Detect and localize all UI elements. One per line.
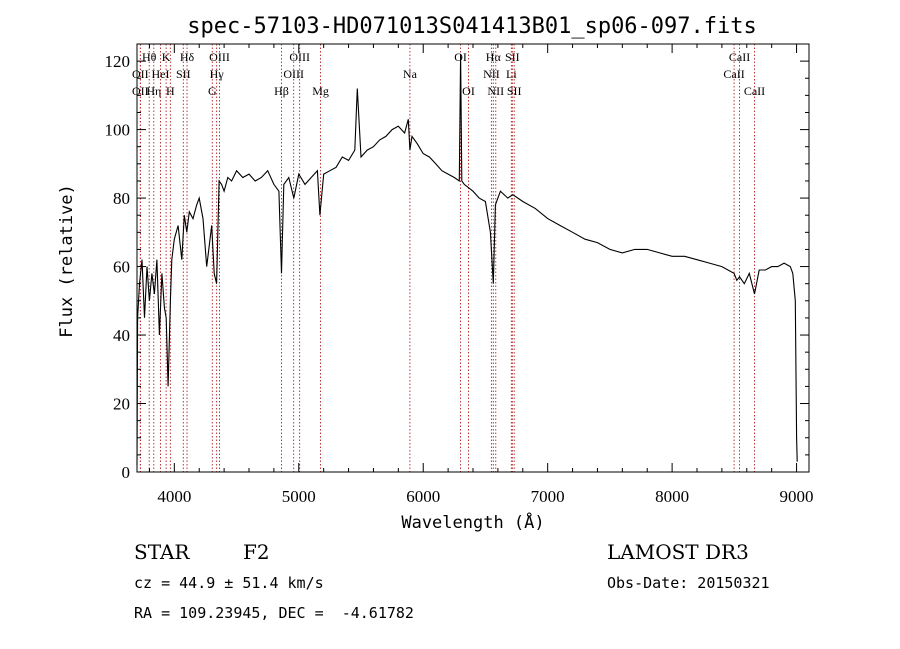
line-label-19: NII xyxy=(483,67,500,81)
line-label-23: SII xyxy=(505,50,520,64)
line-label-22: Li xyxy=(506,67,517,81)
y-tick-label-4: 80 xyxy=(113,189,130,208)
y-tick-label-3: 60 xyxy=(113,258,130,277)
line-label-4: HeI xyxy=(152,67,170,81)
chart-title: spec-57103-HD071013S041413B01_sp06-097.f… xyxy=(187,14,757,39)
line-label-16: Na xyxy=(403,67,418,81)
spectral-line-markers: OIIOIIHθHηHeIKHSIIHδGHγOIIIHβOIIIOIIIMgN… xyxy=(132,44,765,472)
line-label-9: G xyxy=(208,84,217,98)
line-label-2: Hθ xyxy=(142,50,157,64)
observation-date: Obs-Date: 20150321 xyxy=(607,574,770,592)
spectrum-line xyxy=(136,54,798,466)
y-tick-label-2: 40 xyxy=(113,326,130,345)
line-label-6: H xyxy=(166,84,175,98)
plot-frame xyxy=(136,43,810,473)
survey-name: LAMOST DR3 xyxy=(607,540,749,564)
line-label-14: OIII xyxy=(289,50,310,64)
x-tick-label-4: 8000 xyxy=(655,487,689,506)
x-tick-label-5: 9000 xyxy=(780,487,814,506)
y-axis-label: Flux (relative) xyxy=(57,184,77,338)
line-label-26: CaII xyxy=(729,50,750,64)
line-label-21: NII xyxy=(487,84,504,98)
y-tick-label-6: 120 xyxy=(105,52,131,71)
y-tick-label-1: 20 xyxy=(113,395,130,414)
line-label-13: OIII xyxy=(283,67,304,81)
object-subclass: F2 xyxy=(243,540,270,564)
spectrum-series xyxy=(136,54,798,466)
redshift-cz: cz = 44.9 ± 51.4 km/s xyxy=(134,574,324,592)
x-tick-label-0: 4000 xyxy=(157,487,191,506)
axis-ticks: 4000 5000 6000 7000 8000 9000 0 20 40 60 80 100 120 xyxy=(105,44,814,506)
line-label-25: CaII xyxy=(723,67,744,81)
line-label-5: K xyxy=(162,50,171,64)
line-label-24: SII xyxy=(507,84,522,98)
line-label-20: Hα xyxy=(486,50,502,64)
x-axis-label: Wavelength (Å) xyxy=(401,511,544,533)
line-label-15: Mg xyxy=(312,84,329,98)
line-label-3: Hη xyxy=(146,84,161,98)
line-label-8: Hδ xyxy=(180,50,195,64)
line-label-10: Hγ xyxy=(210,67,225,81)
x-tick-label-3: 7000 xyxy=(531,487,565,506)
line-label-12: Hβ xyxy=(274,84,289,98)
line-label-0: OII xyxy=(132,67,149,81)
line-label-11: OIII xyxy=(209,50,230,64)
line-label-1: OII xyxy=(132,84,149,98)
x-tick-label-2: 6000 xyxy=(406,487,440,506)
line-label-18: OI xyxy=(462,84,475,98)
y-tick-label-0: 0 xyxy=(122,463,131,482)
coordinates: RA = 109.23945, DEC = -4.61782 xyxy=(134,604,414,622)
line-label-27: CaII xyxy=(744,84,765,98)
y-tick-label-5: 100 xyxy=(105,121,131,140)
object-class: STAR xyxy=(134,540,190,564)
x-tick-label-1: 5000 xyxy=(282,487,316,506)
line-label-7: SII xyxy=(176,67,191,81)
